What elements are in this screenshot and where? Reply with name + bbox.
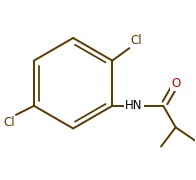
Text: HN: HN	[125, 99, 142, 112]
Text: Cl: Cl	[131, 34, 142, 47]
Text: Cl: Cl	[3, 116, 15, 129]
Text: O: O	[171, 77, 180, 90]
